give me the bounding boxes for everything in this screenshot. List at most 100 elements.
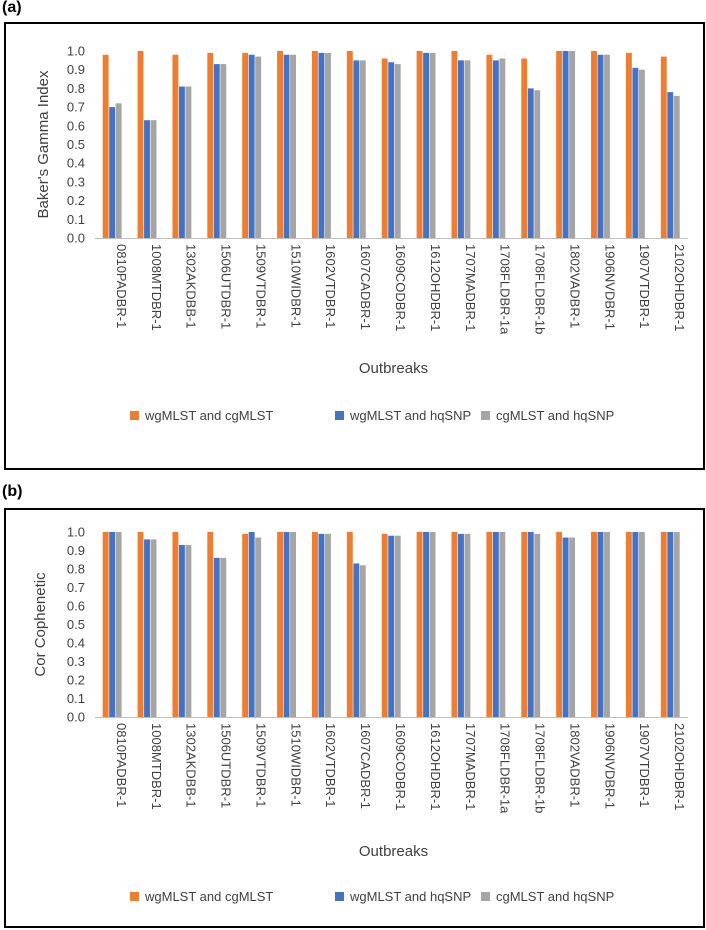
- panel-frame-a: [4, 22, 705, 470]
- y-tick-label: 0.2: [67, 193, 85, 208]
- bar: [569, 537, 576, 717]
- y-tick-label: 0.8: [67, 562, 85, 577]
- x-tick-label: 0810PADBR-1: [114, 244, 129, 328]
- legend-swatch: [335, 411, 344, 420]
- bar: [255, 537, 262, 717]
- legend-label: cgMLST and hqSNP: [496, 889, 614, 904]
- bar: [185, 544, 192, 717]
- x-tick-label: 1708FLDBR-1b: [533, 723, 548, 813]
- bar: [660, 56, 667, 238]
- bar: [207, 532, 214, 717]
- bar: [220, 64, 227, 238]
- bar: [248, 54, 255, 238]
- bar: [248, 532, 255, 717]
- bar: [318, 52, 325, 239]
- y-tick-label: 0.0: [67, 710, 85, 725]
- y-tick-label: 0.7: [67, 580, 85, 595]
- bar: [486, 54, 493, 238]
- bar: [562, 51, 569, 238]
- x-tick-label: 1708FLDBR-1a: [498, 723, 513, 814]
- bar: [597, 54, 604, 238]
- panel-frame-b: [4, 508, 705, 928]
- y-tick-label: 0.5: [67, 617, 85, 632]
- bar: [178, 86, 185, 238]
- bar: [178, 544, 185, 717]
- bar: [625, 532, 632, 717]
- bar: [359, 60, 366, 238]
- bar: [429, 52, 436, 239]
- legend-label: wgMLST and cgMLST: [144, 889, 273, 904]
- y-tick-label: 0.2: [67, 673, 85, 688]
- legend-label: cgMLST and hqSNP: [496, 408, 614, 423]
- x-tick-label: 1509VTDBR-1: [254, 244, 269, 329]
- legend-swatch: [481, 411, 490, 420]
- bar: [638, 532, 645, 717]
- bar: [144, 539, 150, 717]
- bar: [255, 56, 262, 238]
- bar: [562, 537, 569, 717]
- bar: [534, 533, 541, 717]
- bar: [277, 532, 283, 717]
- bar: [311, 51, 318, 238]
- bar: [604, 532, 610, 717]
- bar: [388, 535, 395, 717]
- x-tick-label: 1907VTDBR-1: [637, 723, 652, 808]
- x-tick-label: 1609CODBR-1: [393, 723, 408, 810]
- bar: [150, 539, 157, 717]
- x-tick-label: 1609CODBR-1: [393, 244, 408, 331]
- bar: [290, 54, 296, 238]
- y-tick-label: 0.4: [67, 156, 85, 171]
- y-tick-label: 0.7: [67, 100, 85, 115]
- x-tick-label: 1506UTDBR-1: [219, 723, 234, 808]
- bar: [283, 54, 290, 238]
- bar: [660, 532, 667, 717]
- x-tick-label: 1907VTDBR-1: [637, 244, 652, 329]
- x-tick-label: 1607CADBR-1: [358, 244, 373, 330]
- y-tick-label: 1.0: [67, 44, 85, 59]
- bar: [381, 533, 388, 717]
- x-tick-label: 1708FLDBR-1a: [498, 244, 513, 335]
- bar: [673, 95, 680, 238]
- y-tick-label: 0.9: [67, 543, 85, 558]
- panel-label-a: (a): [2, 0, 22, 16]
- x-tick-label: 1612OHDBR-1: [428, 244, 443, 331]
- bar: [416, 51, 423, 238]
- bar: [185, 86, 192, 238]
- y-axis-title: Baker's Gamma Index: [35, 70, 52, 218]
- y-tick-label: 0.5: [67, 137, 85, 152]
- legend-swatch: [130, 411, 139, 420]
- bar: [346, 532, 353, 717]
- bar: [667, 532, 674, 717]
- bar: [353, 563, 360, 717]
- bar: [416, 532, 423, 717]
- bar: [521, 58, 528, 239]
- y-tick-label: 0.6: [67, 599, 85, 614]
- x-tick-label: 1707MADBR-1: [463, 244, 478, 331]
- legend-label: wgMLST and hqSNP: [349, 408, 471, 423]
- y-tick-label: 0.9: [67, 62, 85, 77]
- bar: [451, 51, 458, 238]
- panel-label-b: (b): [2, 483, 23, 500]
- bar: [464, 533, 471, 717]
- bar: [115, 103, 122, 238]
- x-tick-label: 1008MTDBR-1: [149, 244, 164, 331]
- bar: [492, 532, 499, 717]
- bar: [318, 533, 325, 717]
- y-tick-label: 0.4: [67, 636, 85, 651]
- bar: [109, 532, 116, 717]
- bar: [673, 532, 680, 717]
- bar: [172, 54, 179, 238]
- x-tick-label: 1008MTDBR-1: [149, 723, 164, 810]
- bar: [381, 58, 388, 239]
- bar: [144, 120, 150, 238]
- bar: [207, 52, 214, 239]
- x-tick-label: 1302AKDBB-1: [184, 244, 199, 329]
- x-axis-title: Outbreaks: [359, 843, 428, 860]
- bar: [346, 51, 353, 238]
- bar: [486, 532, 493, 717]
- bar: [115, 532, 122, 717]
- x-tick-label: 2102OHDBR-1: [672, 244, 687, 331]
- bar: [521, 532, 528, 717]
- bar: [213, 557, 220, 717]
